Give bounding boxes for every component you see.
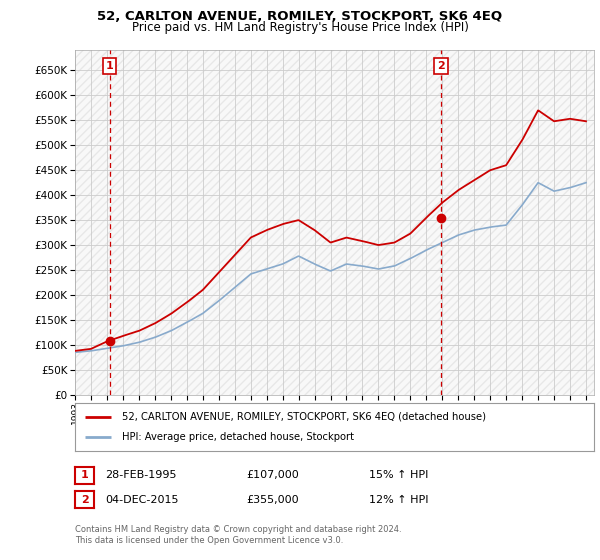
Text: £107,000: £107,000 bbox=[246, 470, 299, 480]
Text: 1: 1 bbox=[106, 61, 113, 71]
Text: 52, CARLTON AVENUE, ROMILEY, STOCKPORT, SK6 4EQ (detached house): 52, CARLTON AVENUE, ROMILEY, STOCKPORT, … bbox=[122, 412, 486, 422]
Text: 15% ↑ HPI: 15% ↑ HPI bbox=[369, 470, 428, 480]
Text: HPI: Average price, detached house, Stockport: HPI: Average price, detached house, Stoc… bbox=[122, 432, 354, 442]
Text: £355,000: £355,000 bbox=[246, 494, 299, 505]
Text: 1: 1 bbox=[81, 470, 88, 480]
Text: Contains HM Land Registry data © Crown copyright and database right 2024.
This d: Contains HM Land Registry data © Crown c… bbox=[75, 525, 401, 545]
Text: 12% ↑ HPI: 12% ↑ HPI bbox=[369, 494, 428, 505]
Text: 2: 2 bbox=[81, 494, 88, 505]
Text: 04-DEC-2015: 04-DEC-2015 bbox=[105, 494, 179, 505]
Text: 52, CARLTON AVENUE, ROMILEY, STOCKPORT, SK6 4EQ: 52, CARLTON AVENUE, ROMILEY, STOCKPORT, … bbox=[97, 10, 503, 23]
Text: Price paid vs. HM Land Registry's House Price Index (HPI): Price paid vs. HM Land Registry's House … bbox=[131, 21, 469, 34]
Text: 28-FEB-1995: 28-FEB-1995 bbox=[105, 470, 176, 480]
Text: 2: 2 bbox=[437, 61, 445, 71]
